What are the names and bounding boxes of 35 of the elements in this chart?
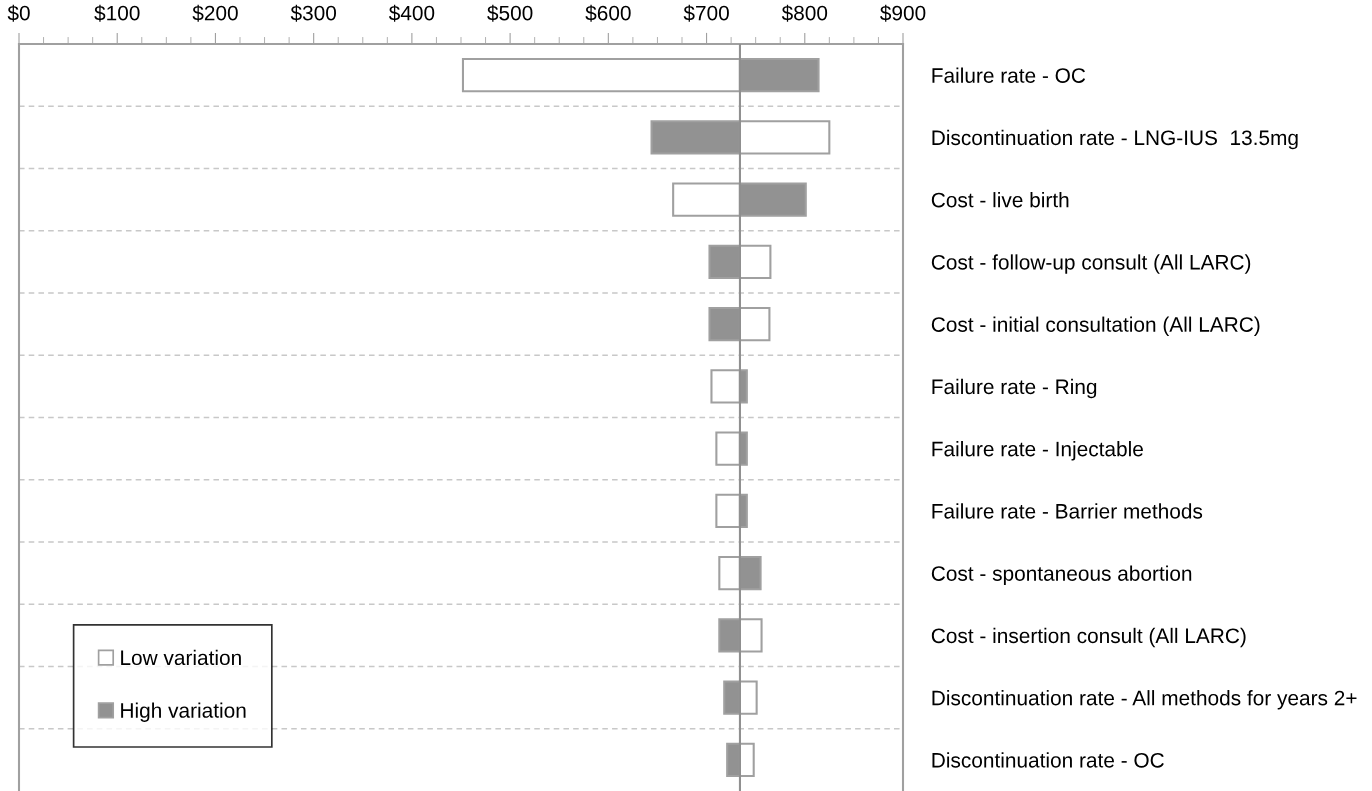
y-tick-label: Cost - follow-up consult (All LARC) — [931, 254, 1251, 274]
bar — [738, 120, 831, 155]
x-tick-label: $500 — [487, 4, 533, 22]
x-tick-label: $600 — [585, 4, 631, 22]
bar — [710, 369, 741, 404]
y-tick-label: Cost - insertion consult (All LARC) — [931, 627, 1246, 648]
y-tick-label: Failure rate - Barrier methods — [932, 503, 1203, 519]
x-tick-label: $300 — [290, 4, 337, 22]
legend-label: High variation — [121, 702, 246, 722]
bar — [738, 618, 763, 653]
y-tick-label: Failure rate - Injectable — [932, 441, 1143, 461]
y-tick-label: Cost - initial consultation (All LARC) — [931, 316, 1260, 336]
x-tick-label: $0 — [7, 4, 30, 22]
y-tick-label: Cost - live birth — [931, 192, 1069, 208]
bar — [715, 493, 741, 529]
bar — [715, 431, 741, 466]
bar — [738, 680, 758, 715]
y-tick-label: Cost - spontaneous abortion — [931, 565, 1192, 585]
bar — [738, 306, 771, 342]
y-tick-label: Failure rate - Ring — [932, 378, 1097, 399]
bar — [672, 182, 741, 217]
x-tick-label: $400 — [388, 4, 435, 22]
x-tick-label: $200 — [192, 4, 238, 22]
x-tick-label: $100 — [94, 4, 140, 22]
bar — [738, 244, 772, 280]
x-tick-label: $800 — [781, 4, 828, 22]
y-tick-label: Discontinuation rate - LNG-IUS 13.5mg — [932, 129, 1298, 150]
x-tick-label: $700 — [683, 4, 729, 22]
y-tick-label: Failure rate - OC — [932, 67, 1086, 83]
bar — [461, 57, 741, 93]
x-tick-label: $900 — [880, 4, 926, 22]
legend-label: Low variation — [121, 649, 241, 666]
y-tick-label: Discontinuation rate - OC — [932, 752, 1164, 768]
y-tick-label: Discontinuation rate - All methods for years 2+ — [932, 690, 1357, 710]
bar — [718, 555, 741, 591]
